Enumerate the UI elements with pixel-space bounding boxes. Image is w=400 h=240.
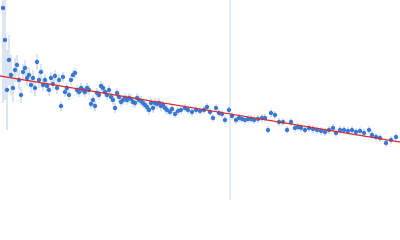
point (88, 101, 94, 107)
point (40, 82, 46, 88)
point (44, 83, 50, 89)
point (146, 107, 152, 113)
point (226, 107, 232, 113)
point (30, 75, 36, 81)
point (72, 70, 78, 76)
point (38, 69, 44, 75)
point (345, 128, 351, 134)
point (36, 77, 42, 83)
point (251, 117, 257, 123)
point (150, 105, 156, 111)
point (60, 74, 66, 80)
point (28, 82, 34, 88)
point (48, 75, 54, 81)
point (369, 132, 375, 138)
point (82, 89, 88, 95)
point (66, 92, 72, 98)
point (68, 77, 74, 83)
point (288, 119, 294, 125)
point (148, 100, 154, 106)
point (14, 62, 20, 68)
point (178, 107, 184, 113)
point (22, 65, 28, 71)
point (0, 5, 6, 11)
point (6, 57, 12, 63)
point (197, 108, 203, 114)
point (58, 103, 64, 109)
point (222, 117, 228, 123)
point (341, 127, 347, 133)
point (272, 112, 278, 118)
point (284, 127, 290, 133)
point (383, 140, 389, 146)
point (34, 59, 40, 65)
point (90, 97, 96, 103)
point (204, 104, 210, 110)
point (4, 87, 10, 93)
point (265, 127, 271, 133)
point (46, 87, 52, 93)
point (318, 128, 324, 134)
point (18, 92, 24, 98)
fit-line (0, 75, 400, 143)
point (26, 72, 32, 78)
point (268, 110, 274, 116)
point (76, 89, 82, 95)
point (112, 105, 118, 111)
point (52, 73, 58, 79)
point (189, 109, 195, 115)
point (62, 89, 68, 95)
point (56, 77, 62, 83)
point (132, 100, 138, 106)
point (172, 111, 178, 117)
point (12, 67, 18, 73)
point (100, 85, 106, 91)
point (337, 127, 343, 133)
point (96, 92, 102, 98)
point (8, 72, 14, 78)
point (349, 127, 355, 133)
point (393, 134, 399, 140)
point (353, 129, 359, 135)
point (114, 90, 120, 96)
point (2, 37, 8, 43)
point (110, 97, 116, 103)
point (213, 105, 219, 111)
point (92, 103, 98, 109)
point (185, 107, 191, 113)
chart (0, 0, 400, 200)
point (322, 129, 328, 135)
point (54, 85, 60, 91)
point (10, 85, 16, 91)
point (210, 115, 216, 121)
point (169, 106, 175, 112)
point (361, 130, 367, 136)
point (357, 128, 363, 134)
point (302, 127, 308, 133)
point (298, 125, 304, 131)
point (106, 87, 112, 93)
point (32, 85, 38, 91)
point (20, 69, 26, 75)
point (42, 77, 48, 83)
point (330, 125, 336, 131)
point (366, 127, 372, 133)
